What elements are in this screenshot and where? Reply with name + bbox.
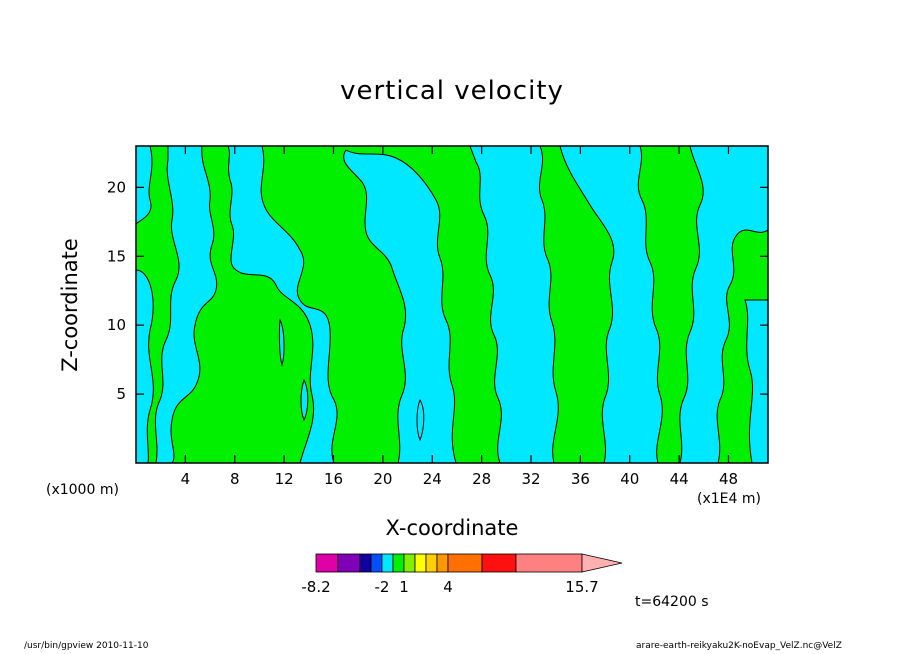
x-tick-label: 36 xyxy=(571,470,590,488)
contour-region-10 xyxy=(278,318,285,367)
y-axis-label: Z-coordinate xyxy=(58,238,82,372)
x-tick-label: 20 xyxy=(373,470,392,488)
x-tick-label: 8 xyxy=(230,470,240,488)
colorbar-cell xyxy=(414,553,427,573)
colorbar: -8.2 -2 1 4 15.7 xyxy=(301,553,623,596)
x-tick-label: 48 xyxy=(719,470,738,488)
x-tick-label: 4 xyxy=(181,470,191,488)
contour-region-3 xyxy=(154,146,218,463)
x-tick-label: 16 xyxy=(324,470,343,488)
colorbar-cell xyxy=(381,553,394,573)
colorbar-cell xyxy=(315,553,339,573)
contour-region-9 xyxy=(744,299,768,463)
colorbar-cell xyxy=(392,553,405,573)
y-axis: 5 10 15 20 xyxy=(107,178,768,403)
colorbar-cell xyxy=(359,553,372,573)
contour-region-2 xyxy=(136,269,154,463)
colorbar-cell xyxy=(425,553,438,573)
colorbar-extension-arrow xyxy=(581,553,623,573)
colorbar-label: 15.7 xyxy=(565,578,598,596)
x-tick-label: 44 xyxy=(670,470,689,488)
contour-region-8 xyxy=(679,146,768,463)
contour-region-12 xyxy=(300,378,309,422)
x-axis-unit-left: (x1000 m) xyxy=(46,482,119,498)
y-tick-label: 10 xyxy=(107,316,126,334)
colorbar-label: -8.2 xyxy=(301,578,330,596)
footer-program-date: /usr/bin/gpview 2010-11-10 xyxy=(24,641,149,651)
contour-region-7 xyxy=(559,146,663,463)
colorbar-cell xyxy=(515,553,583,573)
y-tick-label: 15 xyxy=(107,247,126,265)
y-tick-label: 5 xyxy=(116,385,126,403)
colorbar-label: 4 xyxy=(443,578,453,596)
x-tick-label: 28 xyxy=(472,470,491,488)
colorbar-label: 1 xyxy=(399,578,409,596)
colorbar-cell xyxy=(436,553,449,573)
y-tick-label: 20 xyxy=(107,178,126,196)
chart-title: vertical velocity xyxy=(340,76,564,106)
x-tick-label: 12 xyxy=(275,470,294,488)
x-axis: 4 8 12 16 20 24 28 32 36 40 44 48 xyxy=(181,146,738,488)
time-label: t=64200 s xyxy=(635,594,709,610)
contour-region-11 xyxy=(416,398,425,442)
colorbar-cell xyxy=(447,553,483,573)
colorbar-cell xyxy=(403,553,416,573)
colorbar-cell xyxy=(370,553,383,573)
colorbar-label: -2 xyxy=(375,578,390,596)
colorbar-cell xyxy=(481,553,517,573)
x-axis-unit-right: (x1E4 m) xyxy=(697,491,761,507)
x-tick-label: 24 xyxy=(423,470,442,488)
contour-region-6 xyxy=(469,146,559,463)
plot-frame xyxy=(135,145,769,464)
x-axis-label: X-coordinate xyxy=(385,516,519,540)
x-tick-label: 40 xyxy=(620,470,639,488)
contour-region-4 xyxy=(227,146,338,463)
contour-regions xyxy=(136,146,768,463)
contour-region-1 xyxy=(136,146,153,225)
colorbar-cell xyxy=(337,553,361,573)
footer-file-variable: arare-earth-reikyaku2K-noEvap_VelZ.nc@Ve… xyxy=(636,641,842,651)
x-tick-label: 32 xyxy=(521,470,540,488)
